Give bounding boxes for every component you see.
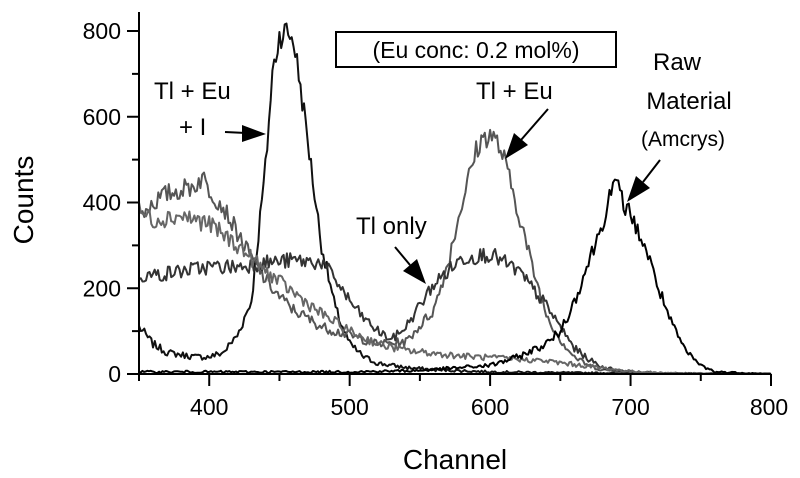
concentration-box: (Eu conc: 0.2 mol%)	[335, 31, 617, 68]
x-tick-label: 600	[471, 394, 509, 420]
y-tick-label: 800	[83, 18, 121, 44]
concentration-box-frame	[335, 31, 617, 68]
x-axis-title: Channel	[403, 444, 507, 475]
annotation-raw-material: Raw Material (Amcrys)	[627, 49, 732, 202]
series-line-1	[138, 22, 771, 375]
y-tick-label: 400	[83, 190, 121, 216]
series-line-3	[138, 247, 771, 375]
annotation-tl-only: Tl only	[356, 213, 427, 284]
x-tick-label: 400	[190, 394, 228, 420]
annotation-tl-eu-i-line1: Tl + Eu	[154, 78, 231, 105]
annotation-tl-eu-text: Tl + Eu	[476, 78, 553, 105]
annotation-raw-arrow-shaft	[642, 159, 661, 183]
series-line-4	[138, 202, 771, 375]
annotation-tl-eu-i: Tl + Eu + I	[154, 78, 266, 142]
y-tick-label: 600	[83, 104, 121, 130]
annotation-tl-eu: Tl + Eu	[476, 78, 553, 159]
annotation-tl-eu-arrowhead	[505, 133, 528, 159]
x-tick-label: 800	[750, 394, 788, 420]
annotation-raw-line2: Material	[646, 88, 731, 115]
concentration-box-text: (Eu conc: 0.2 mol%)	[372, 37, 579, 63]
annotation-tl-only-arrowhead	[403, 259, 426, 284]
annotation-tl-eu-arrow-shaft	[520, 108, 549, 141]
x-ticks: 400 500 600 700 800	[138, 374, 788, 420]
y-tick-label: 0	[108, 361, 121, 387]
annotation-tl-eu-i-arrowhead	[242, 125, 266, 142]
axes: 400 500 600 700 800 0 200 400 600 800	[83, 12, 788, 420]
annotation-raw-line3: (Amcrys)	[641, 128, 725, 151]
series-line-5	[138, 178, 772, 375]
annotation-tl-only-arrow-shaft	[394, 246, 411, 266]
series-layer	[138, 22, 772, 375]
annotation-tl-eu-i-line2: + I	[179, 114, 206, 141]
x-tick-label: 700	[611, 394, 649, 420]
x-tick-label: 500	[330, 394, 368, 420]
annotation-raw-arrowhead	[627, 176, 650, 202]
y-tick-label: 200	[83, 275, 121, 301]
y-ticks: 0 200 400 600 800	[83, 18, 139, 387]
y-axis-title: Counts	[8, 156, 39, 245]
annotation-raw-line1: Raw	[653, 49, 702, 76]
annotation-tl-only-text: Tl only	[356, 213, 427, 240]
